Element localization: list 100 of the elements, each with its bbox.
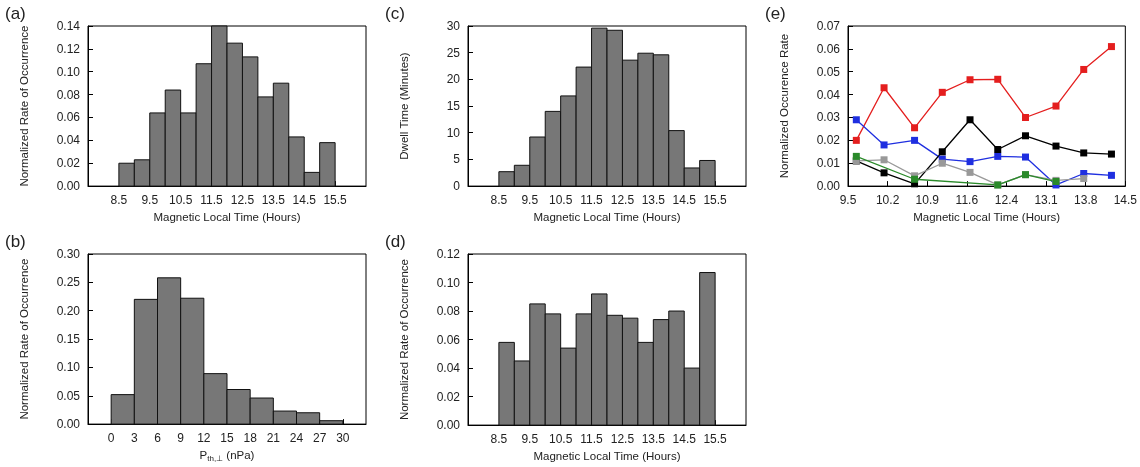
chart-title: (b) <box>5 232 26 251</box>
x-tick-label: 13.8 <box>1074 193 1098 208</box>
x-tick-label: 9.5 <box>521 193 539 208</box>
x-tick-label: 15.5 <box>703 432 728 447</box>
x-tick-label: 8.5 <box>110 193 128 208</box>
x-tick-label: 11.5 <box>580 432 604 447</box>
y-tick-label: 0.04 <box>816 87 841 102</box>
y-axis-title: Dwell Time (Minutes) <box>398 52 410 160</box>
x-tick-label: 18 <box>243 431 258 446</box>
point <box>1107 150 1115 158</box>
point <box>880 169 888 177</box>
point <box>1021 153 1029 161</box>
x-tick-label: 14.5 <box>1113 193 1138 208</box>
x-tick-label: 0 <box>107 431 115 446</box>
x-tick-label: 3 <box>130 431 138 446</box>
point <box>852 152 860 160</box>
y-tick-label: 0.08 <box>436 304 461 319</box>
y-tick-label: 0.00 <box>56 179 81 194</box>
y-tick-label: 0.05 <box>56 388 81 403</box>
point <box>1021 132 1029 140</box>
x-axis-title: Magnetic Local Time (Hours) <box>533 211 681 223</box>
y-tick-label: 0.10 <box>56 64 81 79</box>
x-tick-label: 10.5 <box>168 193 193 208</box>
x-tick-label: 12.5 <box>610 193 635 208</box>
point <box>852 136 860 144</box>
point <box>1052 102 1060 110</box>
y-tick-label: 0 <box>453 179 461 194</box>
y-tick-label: 0.06 <box>436 332 461 347</box>
y-tick-label: 0.02 <box>56 156 81 171</box>
x-tick-label: 6 <box>154 431 162 446</box>
y-tick-label: 0.15 <box>56 332 81 347</box>
y-axis-title: Normalized Rate of Occurrence <box>18 25 30 187</box>
point <box>1080 149 1088 157</box>
x-tick-label: 10.9 <box>915 193 940 208</box>
point <box>966 76 974 84</box>
x-tick-label: 12.5 <box>610 432 635 447</box>
x-tick-label: 14.5 <box>672 432 697 447</box>
x-tick-label: 13.5 <box>641 432 666 447</box>
y-tick-label: 0.02 <box>436 389 461 404</box>
x-tick-label: 14.5 <box>672 193 697 208</box>
x-tick-label: 15 <box>220 431 234 446</box>
point <box>994 152 1002 160</box>
point <box>938 148 946 156</box>
x-tick-label: 9.5 <box>839 193 857 208</box>
chart-title: (a) <box>5 4 26 23</box>
point <box>994 75 1002 83</box>
point <box>1021 113 1029 121</box>
y-tick-label: 0.14 <box>56 19 81 33</box>
point <box>1080 65 1088 73</box>
point <box>966 116 974 124</box>
x-axis-title: Magnetic Local Time (Hours) <box>533 450 681 462</box>
chart-title: (d) <box>385 232 406 251</box>
x-tick-label: 12.4 <box>994 193 1019 208</box>
point <box>938 159 946 167</box>
y-tick-label: 0.12 <box>56 41 81 56</box>
x-tick-label: 11.5 <box>200 193 224 208</box>
x-tick-label: 10.5 <box>548 432 573 447</box>
point <box>1107 171 1115 179</box>
y-tick-label: 0.25 <box>56 275 81 290</box>
point <box>966 158 974 166</box>
point <box>1052 142 1060 150</box>
x-tick-label: 12 <box>197 431 211 446</box>
x-tick-label: 15.5 <box>703 193 728 208</box>
chart-title: (e) <box>765 4 786 23</box>
x-tick-label: 10.2 <box>875 193 900 208</box>
x-tick-label: 13.5 <box>641 193 666 208</box>
point <box>880 156 888 164</box>
x-tick-label: 8.5 <box>490 193 508 208</box>
y-tick-label: 0.01 <box>816 156 841 171</box>
x-tick-label: 24 <box>289 431 304 446</box>
y-tick-label: 0.10 <box>436 275 461 290</box>
x-tick-label: 10.5 <box>548 193 573 208</box>
y-tick-label: 20 <box>446 72 461 87</box>
y-tick-label: 0.02 <box>816 133 841 148</box>
y-tick-label: 0.06 <box>56 110 81 125</box>
y-tick-label: 30 <box>446 19 461 33</box>
y-tick-label: 0.05 <box>816 64 841 79</box>
y-tick-label: 0.30 <box>56 247 81 261</box>
y-tick-label: 0.08 <box>56 87 81 102</box>
y-tick-label: 0.12 <box>436 247 461 261</box>
y-tick-label: 0.00 <box>816 179 841 194</box>
x-tick-label: 14.5 <box>292 193 317 208</box>
y-tick-label: 0.07 <box>816 19 841 33</box>
y-axis-title: Normalized Rate of Occurrence <box>18 258 30 420</box>
x-tick-label: 9.5 <box>521 432 539 447</box>
y-tick-label: 0.06 <box>816 41 841 56</box>
point <box>880 84 888 92</box>
y-tick-label: 0.10 <box>56 360 81 375</box>
x-tick-label: 12.5 <box>230 193 255 208</box>
x-tick-label: 30 <box>336 431 350 446</box>
x-tick-label: 11.5 <box>580 193 604 208</box>
point <box>911 136 919 144</box>
y-tick-label: 25 <box>446 45 461 60</box>
x-tick-label: 13.1 <box>1034 193 1059 208</box>
y-tick-label: 15 <box>446 99 461 114</box>
x-axis-title: Magnetic Local Time (Hours) <box>913 211 1061 223</box>
y-tick-label: 0.20 <box>56 303 81 318</box>
x-tick-label: 13.5 <box>261 193 286 208</box>
point <box>938 88 946 96</box>
x-tick-label: 21 <box>266 431 281 446</box>
